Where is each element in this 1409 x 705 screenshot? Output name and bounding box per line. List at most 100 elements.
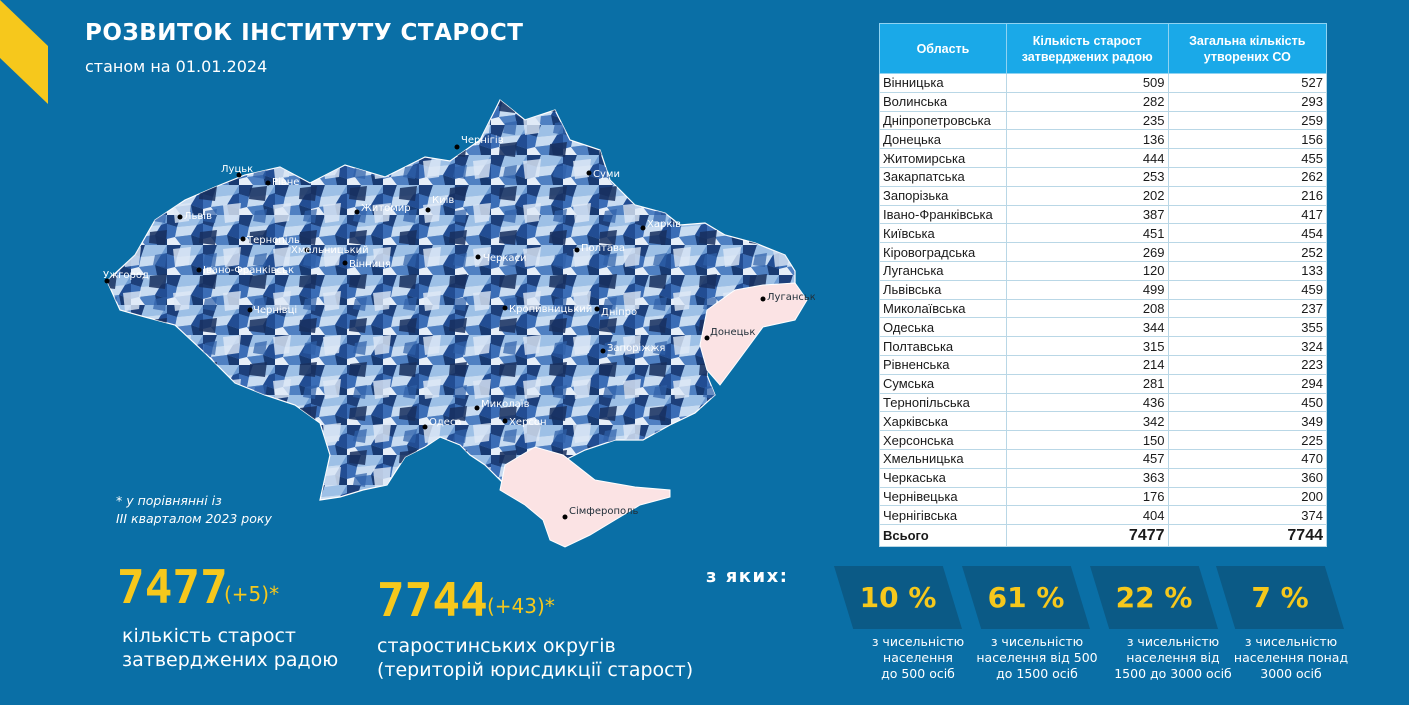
svg-text:Миколаїв: Миколаїв — [481, 399, 530, 410]
column-header-starosts: Кількість старост затверджених радою — [1005, 23, 1169, 74]
svg-text:Івано-Франківськ: Івано-Франківськ — [203, 264, 294, 276]
starosts-cell: 344 — [1005, 317, 1169, 338]
pct-box: 61 % — [962, 566, 1090, 629]
okruhy-cell: 216 — [1167, 185, 1328, 206]
table-row: Черкаська 363 360 — [879, 467, 1328, 488]
table-row: Харківська 342 349 — [879, 411, 1328, 432]
pct-box: 22 % — [1090, 566, 1218, 629]
table-row: Волинська 282 293 — [879, 91, 1328, 112]
svg-text:Кропивницький: Кропивницький — [509, 304, 592, 315]
okruhy-cell: 259 — [1167, 110, 1328, 131]
okruhy-cell: 262 — [1167, 166, 1328, 187]
region-cell: Львівська — [879, 279, 1007, 300]
starosts-caption: кількість старост затверджених радою — [122, 625, 339, 671]
page-subtitle: станом на 01.01.2024 — [85, 57, 268, 76]
svg-text:Суми: Суми — [593, 169, 620, 180]
pct-caption: з чисельністю населення понад 3000 осіб — [1233, 634, 1349, 681]
starosts-cell: 214 — [1005, 354, 1169, 375]
pct-caption: з чисельністю населення від 1500 до 3000… — [1114, 634, 1232, 681]
okruhy-cell: 360 — [1167, 467, 1328, 488]
region-cell: Полтавська — [879, 336, 1007, 356]
table-row: Полтавська 315 324 — [879, 336, 1328, 356]
region-cell: Київська — [879, 223, 1007, 244]
okruhy-cell: 294 — [1167, 373, 1328, 394]
starosts-cell: 509 — [1005, 73, 1169, 93]
region-cell: Волинська — [879, 91, 1007, 112]
okruhy-cell: 237 — [1167, 298, 1328, 319]
table-row: Чернігівська 404 374 — [879, 505, 1328, 526]
okruhy-count: 7744 — [377, 573, 488, 627]
starosts-cell: 235 — [1005, 110, 1169, 131]
region-cell: Вінницька — [879, 73, 1007, 93]
svg-text:Чернігів: Чернігів — [461, 134, 504, 146]
starosts-cell: 150 — [1005, 430, 1169, 450]
table-row: Івано-Франківська 387 417 — [879, 204, 1328, 225]
svg-text:Полтава: Полтава — [581, 243, 625, 254]
region-cell: Дніпропетровська — [879, 110, 1007, 131]
okruhy-delta: (+43)* — [487, 594, 555, 618]
starosts-cell: 281 — [1005, 373, 1169, 394]
starosts-cell: 457 — [1005, 448, 1169, 469]
okruhy-cell: 156 — [1167, 129, 1328, 150]
table-row: Львівська 499 459 — [879, 279, 1328, 300]
table-row: Запорізька 202 216 — [879, 185, 1328, 206]
svg-text:Луцьк: Луцьк — [221, 164, 253, 175]
page-title: РОЗВИТОК ІНСТИТУТУ СТАРОСТ — [85, 20, 524, 46]
starosts-cell: 404 — [1005, 505, 1169, 526]
corner-decoration — [0, 0, 48, 104]
starosts-cell: 342 — [1005, 411, 1169, 432]
region-cell: Донецька — [879, 129, 1007, 150]
okruhy-caption: старостинських округів (територій юрисди… — [377, 635, 694, 681]
starosts-cell: 436 — [1005, 392, 1169, 413]
region-cell: Івано-Франківська — [879, 204, 1007, 225]
region-cell: Житомирська — [879, 148, 1007, 168]
svg-text:Херсон: Херсон — [509, 417, 547, 428]
total-okruhy-cell: 7744 — [1167, 524, 1328, 548]
svg-text:Вінниця: Вінниця — [349, 258, 391, 270]
okruhy-cell: 470 — [1167, 448, 1328, 469]
okruhy-cell: 133 — [1167, 260, 1328, 281]
svg-text:Хмельницький: Хмельницький — [291, 245, 369, 256]
okruhy-cell: 324 — [1167, 336, 1328, 356]
table-row: Дніпропетровська 235 259 — [879, 110, 1328, 131]
okruhy-cell: 293 — [1167, 91, 1328, 112]
svg-text:Черкаси: Черкаси — [483, 253, 527, 264]
okruhy-cell: 349 — [1167, 411, 1328, 432]
svg-text:Донецьк: Донецьк — [710, 327, 755, 338]
svg-text:Харків: Харків — [647, 218, 681, 230]
starosts-delta: (+5)* — [224, 582, 280, 606]
okruhy-cell: 374 — [1167, 505, 1328, 526]
starosts-cell: 269 — [1005, 242, 1169, 262]
svg-text:Сімферополь: Сімферополь — [569, 505, 639, 517]
total-starosts-cell: 7477 — [1005, 524, 1169, 548]
table-header-row: Область Кількість старост затверджених р… — [879, 23, 1328, 74]
column-header-okruhy: Загальна кількість утворених СО — [1167, 23, 1328, 74]
breakdown-label: з яких: — [706, 566, 789, 587]
table-row: Київська 451 454 — [879, 223, 1328, 244]
table-row: Закарпатська 253 262 — [879, 166, 1328, 187]
region-cell: Рівненська — [879, 354, 1007, 375]
region-cell: Одеська — [879, 317, 1007, 338]
okruhy-cell: 355 — [1167, 317, 1328, 338]
starosts-cell: 499 — [1005, 279, 1169, 300]
okruhy-cell: 454 — [1167, 223, 1328, 244]
starosts-cell: 363 — [1005, 467, 1169, 488]
comparison-note: * у порівнянні із III кварталом 2023 рок… — [116, 493, 272, 526]
svg-text:Ужгород: Ужгород — [103, 270, 149, 281]
starosts-count: 7477 — [117, 560, 228, 614]
okruhy-cell: 223 — [1167, 354, 1328, 375]
okruhy-cell: 455 — [1167, 148, 1328, 168]
region-cell: Закарпатська — [879, 166, 1007, 187]
starosts-cell: 136 — [1005, 129, 1169, 150]
table-row: Херсонська 150 225 — [879, 430, 1328, 450]
region-cell: Луганська — [879, 260, 1007, 281]
table-row: Хмельницька 457 470 — [879, 448, 1328, 469]
column-header-region: Область — [879, 23, 1007, 74]
map-city-markers: Чернігів Луцьк Рівне Суми Житомир Київ Х… — [103, 134, 815, 520]
region-cell: Харківська — [879, 411, 1007, 432]
ukraine-map: Чернігів Луцьк Рівне Суми Житомир Київ Х… — [103, 99, 815, 548]
region-cell: Чернівецька — [879, 486, 1007, 507]
table-row: Чернівецька 176 200 — [879, 486, 1328, 507]
table-row: Одеська 344 355 — [879, 317, 1328, 338]
okruhy-cell: 252 — [1167, 242, 1328, 262]
